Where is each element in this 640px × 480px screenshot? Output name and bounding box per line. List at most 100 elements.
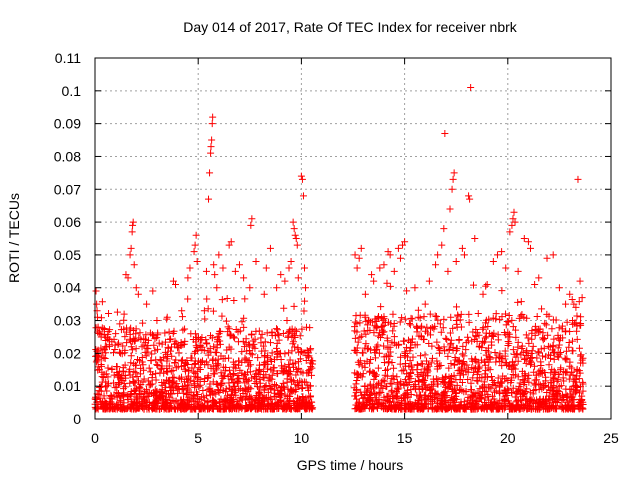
y-tick-label: 0.11 bbox=[55, 50, 81, 66]
data-point bbox=[527, 405, 535, 413]
data-point bbox=[241, 356, 249, 364]
data-point bbox=[190, 248, 198, 256]
data-point bbox=[387, 320, 395, 328]
data-point bbox=[510, 350, 518, 358]
data-point bbox=[243, 377, 251, 385]
data-point bbox=[273, 339, 281, 347]
data-point bbox=[201, 375, 209, 383]
data-point bbox=[184, 403, 192, 411]
data-point bbox=[567, 397, 575, 405]
data-point bbox=[240, 370, 248, 378]
data-point bbox=[185, 381, 193, 389]
data-point bbox=[153, 334, 161, 342]
data-point bbox=[155, 392, 163, 400]
data-point bbox=[209, 378, 217, 386]
data-point bbox=[368, 271, 376, 279]
data-point bbox=[280, 304, 288, 312]
data-point bbox=[191, 241, 199, 249]
data-point bbox=[437, 328, 445, 336]
data-point bbox=[124, 391, 132, 399]
data-point bbox=[568, 394, 576, 402]
data-point bbox=[195, 383, 203, 391]
data-point bbox=[413, 328, 421, 336]
data-point bbox=[499, 390, 507, 398]
data-point bbox=[441, 393, 449, 401]
data-point bbox=[236, 385, 244, 393]
data-point bbox=[573, 366, 581, 374]
data-point bbox=[134, 290, 142, 298]
data-point bbox=[116, 320, 124, 328]
data-point bbox=[372, 324, 380, 332]
data-point bbox=[353, 320, 361, 328]
data-point bbox=[225, 325, 233, 333]
data-point bbox=[444, 405, 452, 413]
data-point bbox=[389, 310, 397, 318]
data-point bbox=[273, 348, 281, 356]
data-point bbox=[186, 264, 194, 272]
data-point bbox=[498, 362, 506, 370]
data-point bbox=[100, 392, 108, 400]
data-point bbox=[126, 326, 134, 334]
data-point bbox=[141, 348, 149, 356]
data-point bbox=[240, 314, 248, 322]
data-point bbox=[362, 399, 370, 407]
data-point bbox=[472, 325, 480, 333]
data-point bbox=[433, 338, 441, 346]
data-point bbox=[208, 136, 216, 144]
data-point bbox=[490, 329, 498, 337]
data-point bbox=[254, 354, 262, 362]
data-point bbox=[417, 405, 425, 413]
data-point bbox=[191, 357, 199, 365]
data-point bbox=[213, 284, 221, 292]
data-point bbox=[191, 369, 199, 377]
data-point bbox=[353, 377, 361, 385]
data-point bbox=[280, 398, 288, 406]
data-point bbox=[524, 334, 532, 342]
data-point bbox=[409, 353, 417, 361]
data-point bbox=[458, 244, 466, 252]
data-point bbox=[467, 379, 475, 387]
data-point bbox=[579, 405, 587, 413]
data-point bbox=[260, 374, 268, 382]
data-point bbox=[361, 382, 369, 390]
data-point bbox=[97, 314, 105, 322]
data-point bbox=[189, 395, 197, 403]
data-point bbox=[434, 251, 442, 259]
data-point bbox=[132, 284, 140, 292]
data-point bbox=[288, 387, 296, 395]
data-point bbox=[514, 357, 522, 365]
data-point bbox=[556, 336, 564, 344]
data-point bbox=[207, 149, 215, 157]
data-point bbox=[449, 346, 457, 354]
data-point bbox=[542, 373, 550, 381]
data-point bbox=[122, 374, 130, 382]
data-point bbox=[533, 354, 541, 362]
data-point bbox=[576, 389, 584, 397]
data-point bbox=[406, 347, 414, 355]
data-point bbox=[460, 251, 468, 259]
data-point bbox=[563, 318, 571, 326]
data-point bbox=[428, 342, 436, 350]
data-point bbox=[102, 337, 110, 345]
data-point bbox=[127, 244, 135, 252]
data-point bbox=[299, 192, 307, 200]
data-point bbox=[573, 312, 581, 320]
data-point bbox=[145, 381, 153, 389]
data-point bbox=[370, 383, 378, 391]
data-point bbox=[114, 341, 122, 349]
data-point bbox=[450, 361, 458, 369]
data-point bbox=[545, 361, 553, 369]
data-point bbox=[294, 274, 302, 282]
data-point bbox=[303, 398, 311, 406]
data-point bbox=[153, 317, 161, 325]
x-axis-label: GPS time / hours bbox=[297, 457, 404, 473]
data-point bbox=[397, 353, 405, 361]
data-point bbox=[482, 282, 490, 290]
data-point bbox=[520, 380, 528, 388]
data-point bbox=[449, 324, 457, 332]
data-point bbox=[541, 382, 549, 390]
data-point bbox=[445, 380, 453, 388]
data-point bbox=[381, 377, 389, 385]
data-point bbox=[92, 287, 100, 295]
data-point bbox=[367, 318, 375, 326]
